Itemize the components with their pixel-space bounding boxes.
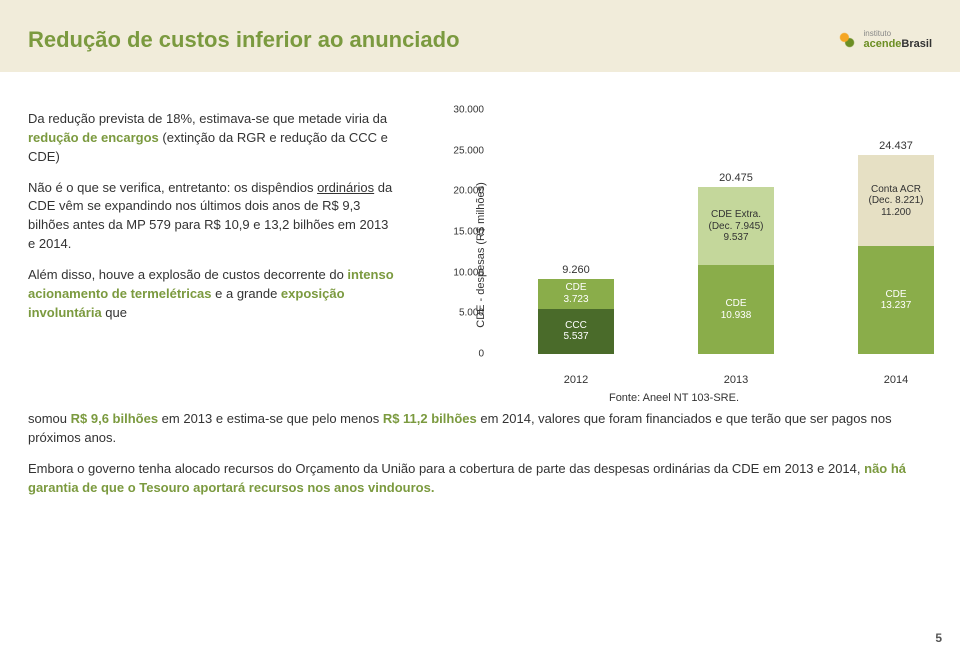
y-axis-label: CDE - despesas (R$ milhões) — [475, 182, 487, 328]
content-row: Da redução prevista de 18%, estimava-se … — [0, 72, 960, 410]
segment-value: 10.938 — [721, 310, 752, 322]
slide-header: Redução de custos inferior ao anunciado … — [0, 0, 960, 72]
bar-wrapper: 20.475CDE10.938CDE Extra.(Dec. 7.945)9.5… — [698, 187, 774, 354]
bar-total: 9.260 — [538, 264, 614, 276]
bar-segment-cde: CDE10.938 — [698, 265, 774, 354]
y-tick: 0 — [448, 349, 484, 360]
b1b: em 2013 e estima-se que pelo menos — [158, 411, 383, 426]
segment-label: Conta ACR — [871, 184, 921, 196]
left-text: Da redução prevista de 18%, estimava-se … — [28, 110, 398, 400]
logo-brasil: Brasil — [901, 38, 932, 50]
y-tick: 10.000 — [448, 267, 484, 278]
p1a: Da redução prevista de 18%, estimava-se … — [28, 111, 387, 126]
logo-instituto: instituto — [864, 30, 933, 38]
b1a: somou — [28, 411, 71, 426]
segment-sublabel: (Dec. 7.945) — [708, 221, 763, 233]
segment-label: CCC — [565, 320, 587, 332]
segment-sublabel: (Dec. 8.221) — [868, 195, 923, 207]
segment-value: 5.537 — [563, 331, 588, 343]
bar-total: 24.437 — [858, 140, 934, 152]
logo-acende: acende — [864, 38, 902, 50]
segment-label: CDE Extra. — [711, 209, 761, 221]
b1hl1: R$ 9,6 bilhões — [71, 411, 158, 426]
bar-segment-cde: CDE13.237 — [858, 246, 934, 354]
p2u: ordinários — [317, 180, 374, 195]
bottom-text: somou R$ 9,6 bilhões em 2013 e estima-se… — [0, 410, 960, 497]
logo-icon — [834, 27, 860, 53]
page-title: Redução de custos inferior ao anunciado — [28, 27, 460, 53]
p3b: e a grande — [212, 286, 281, 301]
x-category: 2013 — [698, 374, 774, 386]
y-tick: 15.000 — [448, 227, 484, 238]
p1hl: redução de encargos — [28, 130, 159, 145]
bar-segment-conta_acr: Conta ACR(Dec. 8.221)11.200 — [858, 155, 934, 246]
p2a: Não é o que se verifica, entretanto: os … — [28, 180, 317, 195]
bar-segment-cde_extra: CDE Extra.(Dec. 7.945)9.537 — [698, 187, 774, 265]
segment-value: 3.723 — [563, 294, 588, 306]
b1hl2: R$ 11,2 bilhões — [383, 411, 477, 426]
bar-segment-cde: CDE3.723 — [538, 279, 614, 309]
y-tick: 5.000 — [448, 308, 484, 319]
bar-segment-ccc: CCC5.537 — [538, 309, 614, 354]
chart-container: CDE - despesas (R$ milhões) 9.260 CCC5.53… — [416, 110, 932, 400]
para-3: Além disso, houve a explosão de custos d… — [28, 266, 398, 323]
para-5: Embora o governo tenha alocado recursos … — [28, 460, 932, 498]
b2a: Embora o governo tenha alocado recursos … — [28, 461, 864, 476]
para-4: somou R$ 9,6 bilhões em 2013 e estima-se… — [28, 410, 932, 448]
para-1: Da redução prevista de 18%, estimava-se … — [28, 110, 398, 167]
x-category: 2012 — [538, 374, 614, 386]
segment-label: CDE — [565, 282, 586, 294]
x-category: 2014 — [858, 374, 934, 386]
y-tick: 25.000 — [448, 145, 484, 156]
segment-label: CDE — [725, 298, 746, 310]
p3a: Além disso, houve a explosão de custos d… — [28, 267, 347, 282]
y-tick: 20.000 — [448, 186, 484, 197]
logo-text: instituto acendeBrasil — [864, 30, 933, 50]
y-tick: 30.000 — [448, 105, 484, 116]
bar-wrapper: 24.437CDE13.237Conta ACR(Dec. 8.221)11.2… — [858, 155, 934, 354]
segment-value: 11.200 — [881, 207, 911, 219]
bar-wrapper: 9.260CCC5.537CDE3.723 — [538, 279, 614, 354]
chart-source: Fonte: Aneel NT 103-SRE. — [416, 392, 932, 404]
para-2: Não é o que se verifica, entretanto: os … — [28, 179, 398, 254]
bar-chart: 9.260CCC5.537CDE3.72320.475CDE10.938CDE … — [488, 110, 932, 354]
bar-total: 20.475 — [698, 172, 774, 184]
segment-value: 9.537 — [723, 232, 748, 244]
segment-label: CDE — [885, 289, 906, 301]
logo: instituto acendeBrasil — [834, 27, 933, 53]
segment-value: 13.237 — [881, 300, 912, 312]
p3c: que — [102, 305, 127, 320]
page-number: 5 — [935, 631, 942, 645]
